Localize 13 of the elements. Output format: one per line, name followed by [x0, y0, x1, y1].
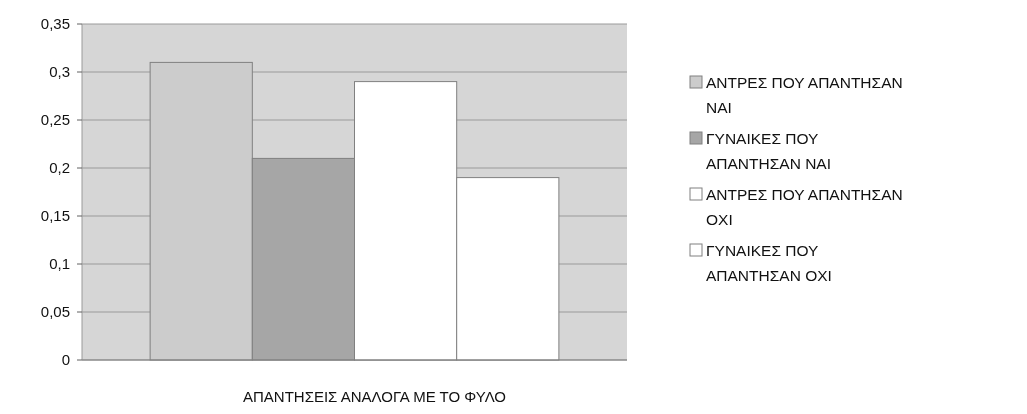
y-tick-label: 0 — [61, 351, 70, 369]
y-tick-label: 0,1 — [49, 255, 70, 273]
legend-label: ΓΥΝΑΙΚΕΣ ΠΟΥ ΑΠΑΝΤΗΣΑΝ ΝΑΙ — [706, 130, 831, 172]
y-tick-label: 0,15 — [40, 207, 70, 225]
y-tick-label: 0,3 — [49, 63, 70, 81]
legend-label: ΑΝΤΡΕΣ ΠΟΥ ΑΠΑΝΤΗΣΑΝ ΟΧΙ — [706, 186, 903, 228]
legend-label: ΑΝΤΡΕΣ ΠΟΥ ΑΠΑΝΤΗΣΑΝ ΝΑΙ — [706, 74, 903, 116]
x-axis-title: ΑΠΑΝΤΗΣΕΙΣ ΑΝΑΛΟΓΑ ΜΕ ΤΟ ΦΥΛΟ — [242, 388, 507, 405]
y-tick-label: 0,35 — [40, 15, 70, 33]
y-tick-label: 0,05 — [40, 303, 70, 321]
y-tick-label: 0,25 — [40, 111, 70, 129]
y-tick-label: 0,2 — [49, 159, 70, 177]
legend-label: ΓΥΝΑΙΚΕΣ ΠΟΥ ΑΠΑΝΤΗΣΑΝ ΟΧΙ — [706, 242, 832, 284]
